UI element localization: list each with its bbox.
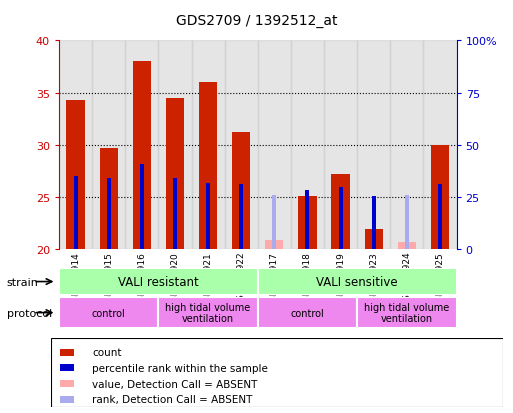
Text: count: count [92, 347, 122, 357]
Bar [125, 41, 159, 250]
Bar [365, 229, 383, 250]
Bar [357, 41, 390, 250]
Text: VALI resistant: VALI resistant [118, 275, 199, 288]
Bar [272, 196, 277, 250]
Bar [159, 41, 191, 250]
Text: high tidal volume
ventilation: high tidal volume ventilation [364, 302, 449, 324]
Bar [372, 197, 376, 250]
Bar [339, 188, 343, 250]
Bar [438, 184, 442, 250]
Bar [431, 145, 449, 250]
Text: value, Detection Call = ABSENT: value, Detection Call = ABSENT [92, 379, 258, 389]
Bar [357, 297, 457, 328]
Bar [239, 184, 243, 250]
Text: protocol: protocol [7, 308, 52, 318]
Bar [133, 62, 151, 250]
Bar [324, 41, 357, 250]
Bar [258, 297, 357, 328]
Bar [398, 242, 416, 250]
Text: high tidal volume
ventilation: high tidal volume ventilation [166, 302, 251, 324]
Bar [61, 380, 74, 387]
Text: rank, Detection Call = ABSENT: rank, Detection Call = ABSENT [92, 394, 252, 404]
Bar [173, 179, 177, 250]
Bar [405, 196, 409, 250]
Bar [67, 101, 85, 250]
Bar [159, 297, 258, 328]
Text: control: control [290, 308, 324, 318]
Bar [291, 41, 324, 250]
Bar [107, 179, 111, 250]
Bar [59, 41, 92, 250]
Bar [61, 365, 74, 371]
Text: percentile rank within the sample: percentile rank within the sample [92, 363, 268, 373]
Bar [140, 164, 144, 250]
Bar [423, 41, 457, 250]
Bar [191, 41, 225, 250]
Bar [258, 268, 457, 295]
Bar [61, 349, 74, 356]
Bar [166, 99, 184, 250]
Text: GDS2709 / 1392512_at: GDS2709 / 1392512_at [176, 14, 337, 28]
Bar [265, 240, 284, 250]
Bar [59, 268, 258, 295]
Bar [59, 297, 159, 328]
Bar [206, 183, 210, 250]
Bar [100, 149, 118, 250]
Bar [92, 41, 125, 250]
Bar [299, 197, 317, 250]
Bar [61, 396, 74, 403]
Text: strain: strain [7, 277, 38, 287]
Bar [232, 133, 250, 250]
Bar [331, 175, 350, 250]
Text: VALI sensitive: VALI sensitive [317, 275, 398, 288]
Bar [305, 190, 309, 250]
Bar [199, 83, 217, 250]
Bar [225, 41, 258, 250]
Bar [73, 177, 77, 250]
Bar [258, 41, 291, 250]
Text: control: control [92, 308, 126, 318]
Bar [390, 41, 423, 250]
